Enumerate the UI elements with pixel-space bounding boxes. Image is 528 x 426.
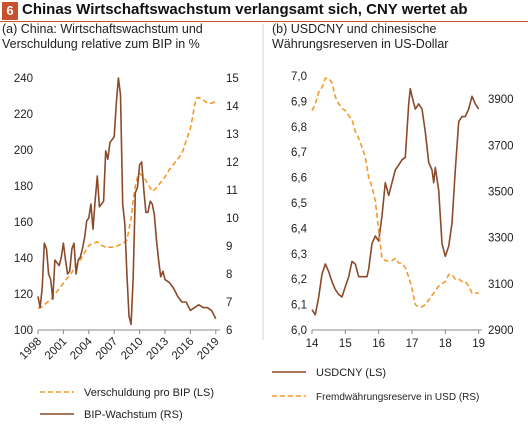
panel-b-y-left-tick: 6,9	[291, 96, 307, 108]
panel-b-y-right-tick: 3500	[488, 186, 514, 198]
panel-a-y-right-tick: 9	[226, 241, 232, 253]
panel-b-y-left-tick: 6,0	[291, 325, 307, 337]
panel-a-series-line-1	[37, 97, 217, 310]
panel-b-y-right-tick: 3300	[488, 233, 514, 245]
panel-b-y-right-tick: 2900	[488, 325, 514, 337]
panel-a-x-tick-label: 2007	[94, 336, 121, 363]
panel-a-y-right-tick: 8	[226, 269, 232, 281]
panel-a-y-right-tick: 10	[226, 213, 239, 225]
panel-a-y-left-tick: 140	[14, 253, 33, 265]
panel-b-y-left-tick: 6,3	[291, 249, 307, 261]
panel-a-x-tick-label: 2019	[195, 336, 222, 363]
panel-a-y-left-tick: 100	[14, 325, 33, 337]
panel-a-y-left-tick: 220	[14, 109, 33, 121]
panel-b-y-right-tick: 3900	[488, 94, 514, 106]
panel-b-y-left-tick: 6,7	[291, 147, 307, 159]
figure-title: Chinas Wirtschaftswachstum verlangsamt s…	[22, 1, 468, 18]
panel-b-y-left-tick: 6,2	[291, 274, 307, 286]
panel-a-legend-label: Verschuldung pro BIP (LS)	[84, 387, 214, 399]
panel-a-y-right-tick: 15	[226, 73, 239, 85]
panel-b-title: (b) USDCNY und chinesische Währungsreser…	[272, 22, 449, 51]
panel-a-y-right-tick: 14	[226, 101, 239, 113]
panel-b-legend-label: Fremdwährungsreserve in USD (RS)	[316, 392, 479, 403]
panel-b-y-left-tick: 6,8	[291, 122, 307, 134]
panel-b-series-line-1	[311, 87, 480, 316]
panel-a-y-left-tick: 200	[14, 145, 33, 157]
panel-a-x-tick-label: 2016	[170, 336, 197, 363]
panel-b-x-tick-label: 14	[306, 338, 319, 350]
panel-b-y-left-tick: 6,5	[291, 198, 307, 210]
panel-b-series-line-2	[311, 77, 479, 308]
panel-a-y-right-tick: 7	[226, 297, 232, 309]
panel-a-y-right-tick: 12	[226, 157, 239, 169]
panel-a-y-right-tick: 11	[226, 185, 238, 197]
panel-a-y-left-tick: 160	[14, 217, 33, 229]
panel-a-legend-label: BIP-Wachstum (RS)	[84, 409, 183, 421]
panel-b-y-left-tick: 6,6	[291, 173, 307, 185]
panel-b-x-tick-label: 18	[439, 338, 452, 350]
panel-b-y-left-tick: 6,1	[291, 300, 307, 312]
panel-a-series-line-2	[37, 77, 217, 326]
panel-a-y-left-tick: 180	[14, 181, 33, 193]
panel-b-y-right-tick: 3700	[488, 140, 514, 152]
panel-b-x-tick-label: 15	[339, 338, 352, 350]
panel-b-x-tick-label: 19	[472, 338, 485, 350]
panel-a-x-tick-label: 2004	[68, 335, 95, 362]
panel-a-x-tick-label: 2013	[145, 336, 172, 363]
panel-b-x-tick-label: 16	[372, 338, 385, 350]
panel-b-legend-label: USDCNY (LS)	[316, 367, 386, 379]
panel-b-y-right-tick: 3100	[488, 279, 514, 291]
figure-title-row: 6 Chinas Wirtschaftswachstum verlangsamt…	[0, 0, 528, 22]
panel-b-y-left-tick: 7,0	[291, 71, 307, 83]
panel-a-x-tick-label: 2001	[43, 336, 70, 363]
panel-a-y-right-tick: 6	[226, 325, 232, 337]
panel-a-x-tick-label: 2010	[119, 336, 146, 363]
panel-a-title: (a) China: Wirtschaftswachstum und Versc…	[2, 22, 203, 51]
figure-number-badge: 6	[2, 2, 18, 20]
panel-a-y-right-tick: 13	[226, 129, 239, 141]
panel-a-y-left-tick: 120	[14, 289, 33, 301]
panel-a-y-left-tick: 240	[14, 73, 33, 85]
panel-b-x-tick-label: 17	[406, 338, 419, 350]
panel-b-y-left-tick: 6,4	[291, 223, 308, 235]
panel-a-x-tick-label: 1998	[18, 336, 45, 363]
